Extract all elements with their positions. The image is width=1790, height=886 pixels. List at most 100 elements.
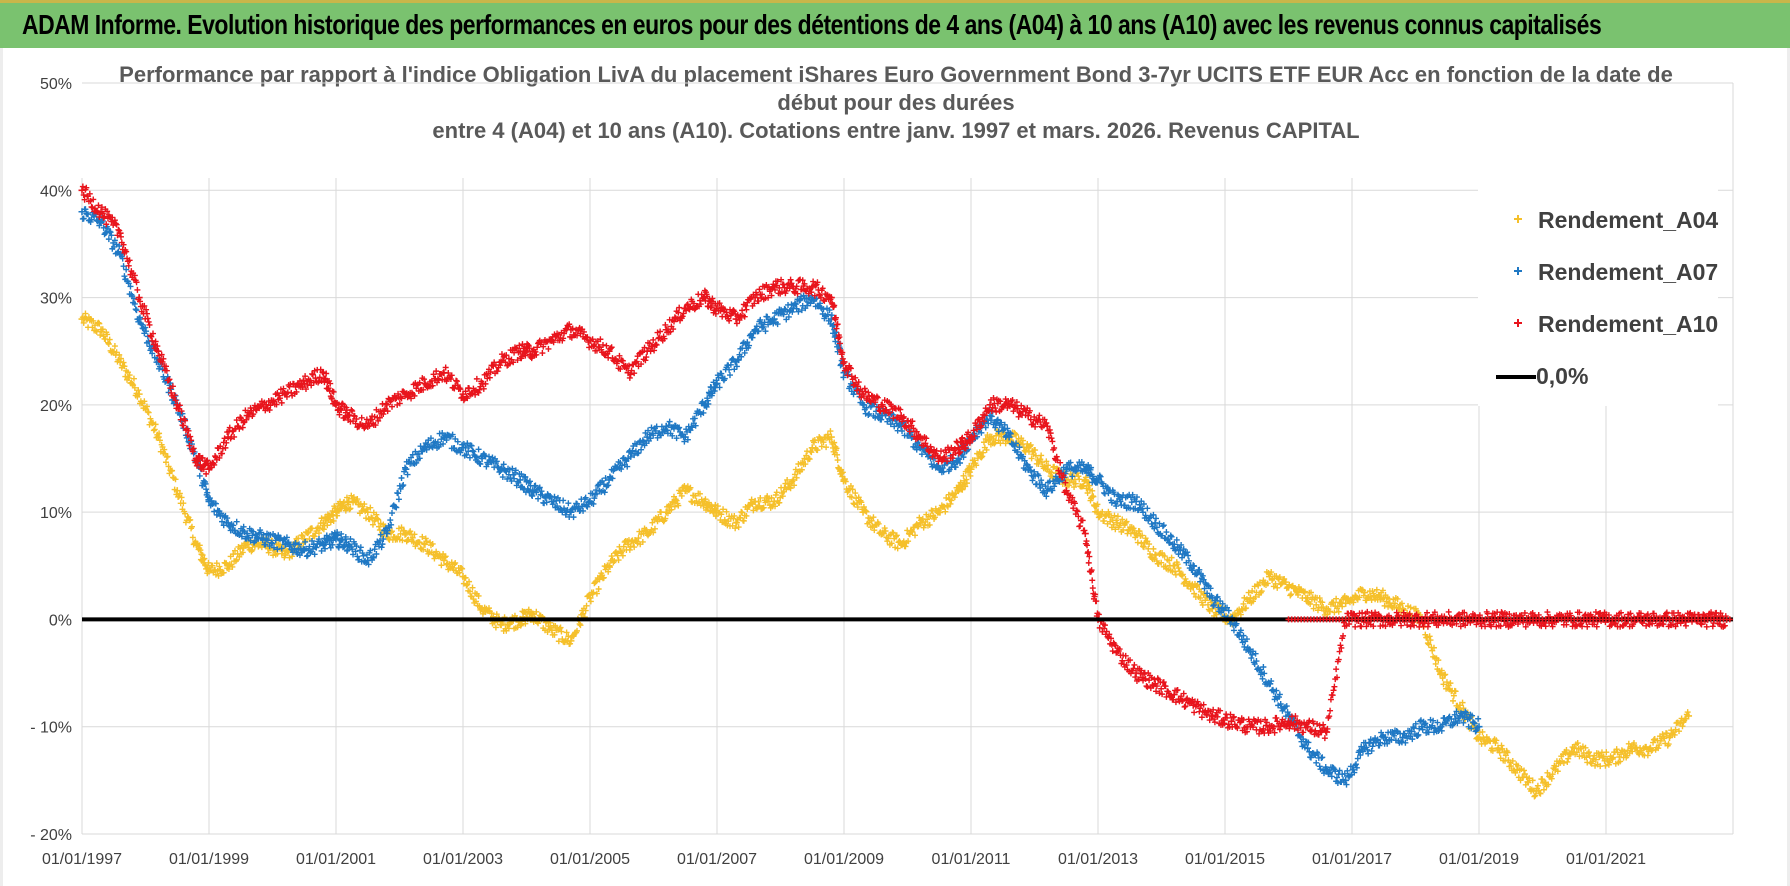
data-point — [713, 379, 721, 387]
data-point — [345, 497, 353, 505]
data-point — [1342, 776, 1350, 784]
interpolated-points — [1457, 708, 1482, 735]
interpolated-points — [206, 495, 231, 529]
interpolated-points — [175, 402, 199, 466]
interpolated-points — [1286, 713, 1310, 736]
interpolated-points — [625, 525, 650, 553]
interpolated-points — [1064, 490, 1088, 534]
interpolated-points — [664, 483, 688, 517]
interpolated-points — [918, 505, 942, 531]
interpolated-points — [1172, 559, 1196, 592]
y-tick-label: 50% — [40, 76, 72, 93]
x-tick-label: 01/01/2007 — [677, 851, 757, 868]
interpolated-points — [1572, 740, 1596, 767]
data-point — [840, 476, 848, 484]
interpolated-points — [810, 278, 834, 304]
data-point — [1170, 562, 1178, 570]
y-tick-label: 10% — [40, 505, 72, 522]
interpolated-points — [918, 434, 942, 465]
interpolated-points — [1324, 593, 1348, 618]
data-point — [440, 556, 448, 564]
data-point — [1685, 712, 1693, 720]
interpolated-points — [1553, 744, 1577, 775]
data-point — [586, 594, 594, 602]
interpolated-points — [333, 400, 352, 423]
data-point — [154, 347, 162, 355]
interpolated-points — [1248, 648, 1272, 688]
interpolated-points — [810, 428, 834, 454]
interpolated-points — [752, 493, 777, 512]
interpolated-points — [320, 529, 339, 552]
data-point — [1189, 583, 1197, 591]
plot-area — [78, 183, 1733, 800]
interpolated-points — [225, 407, 250, 442]
interpolated-points — [791, 276, 815, 297]
interpolated-points — [968, 405, 993, 443]
interpolated-points — [772, 476, 796, 510]
interpolated-points — [498, 612, 523, 634]
interpolated-points — [683, 291, 707, 314]
data-point — [1399, 733, 1407, 741]
data-point — [789, 476, 797, 484]
interpolated-points — [302, 536, 326, 560]
data-point — [135, 390, 143, 398]
interpolated-points — [587, 562, 612, 605]
interpolated-points — [955, 462, 974, 493]
data-point — [567, 637, 575, 645]
interpolated-points — [225, 518, 250, 542]
x-tick-label: 01/01/2019 — [1439, 851, 1519, 868]
interpolated-points — [193, 452, 212, 477]
interpolated-points — [645, 423, 669, 444]
interpolated-points — [606, 537, 631, 571]
data-point — [1304, 744, 1312, 752]
interpolated-points — [683, 398, 707, 443]
interpolated-points — [1495, 609, 1520, 630]
report-banner: ADAM Informe. Evolution historique des p… — [0, 0, 1790, 48]
data-point — [1170, 691, 1178, 699]
interpolated-points — [117, 233, 142, 303]
interpolated-points — [606, 344, 631, 373]
data-point — [516, 476, 524, 484]
interpolated-points — [1648, 730, 1672, 754]
interpolated-points — [156, 430, 180, 498]
interpolated-points — [1248, 568, 1272, 606]
series-rendement_a10-flat — [1285, 616, 1733, 623]
interpolated-points — [244, 525, 269, 548]
interpolated-points — [791, 448, 815, 489]
data-point — [383, 401, 391, 409]
interpolated-points — [733, 328, 758, 370]
interpolated-points — [587, 475, 612, 507]
x-tick-label: 01/01/2005 — [550, 851, 630, 868]
data-point — [243, 530, 251, 538]
interpolated-points — [1133, 665, 1158, 692]
interpolated-points — [517, 340, 536, 362]
interpolated-points — [137, 298, 161, 354]
interpolated-points — [841, 476, 866, 513]
legend-label: 0,0% — [1536, 363, 1588, 389]
data-point — [1246, 594, 1254, 602]
interpolated-points — [333, 494, 352, 519]
interpolated-points — [1324, 619, 1348, 732]
interpolated-points — [714, 300, 739, 324]
interpolated-points — [1026, 464, 1050, 500]
legend-marker-swatch — [1514, 267, 1522, 275]
interpolated-points — [968, 432, 993, 471]
interpolated-points — [1324, 764, 1348, 787]
interpolated-points — [1064, 470, 1088, 491]
interpolated-points — [1343, 739, 1367, 788]
interpolated-points — [530, 482, 555, 507]
interpolated-points — [752, 313, 777, 335]
interpolated-points — [1286, 581, 1310, 605]
legend-item: Rendement_A10 — [1514, 311, 1718, 337]
interpolated-points — [1095, 472, 1120, 510]
interpolated-points — [346, 492, 370, 522]
data-point — [135, 315, 143, 323]
interpolated-points — [244, 398, 269, 420]
interpolated-points — [193, 540, 212, 577]
interpolated-points — [664, 304, 688, 336]
interpolated-points — [1362, 586, 1386, 604]
interpolated-points — [441, 364, 466, 402]
interpolated-points — [1267, 678, 1291, 720]
interpolated-points — [1045, 426, 1069, 496]
interpolated-points — [1229, 589, 1253, 628]
